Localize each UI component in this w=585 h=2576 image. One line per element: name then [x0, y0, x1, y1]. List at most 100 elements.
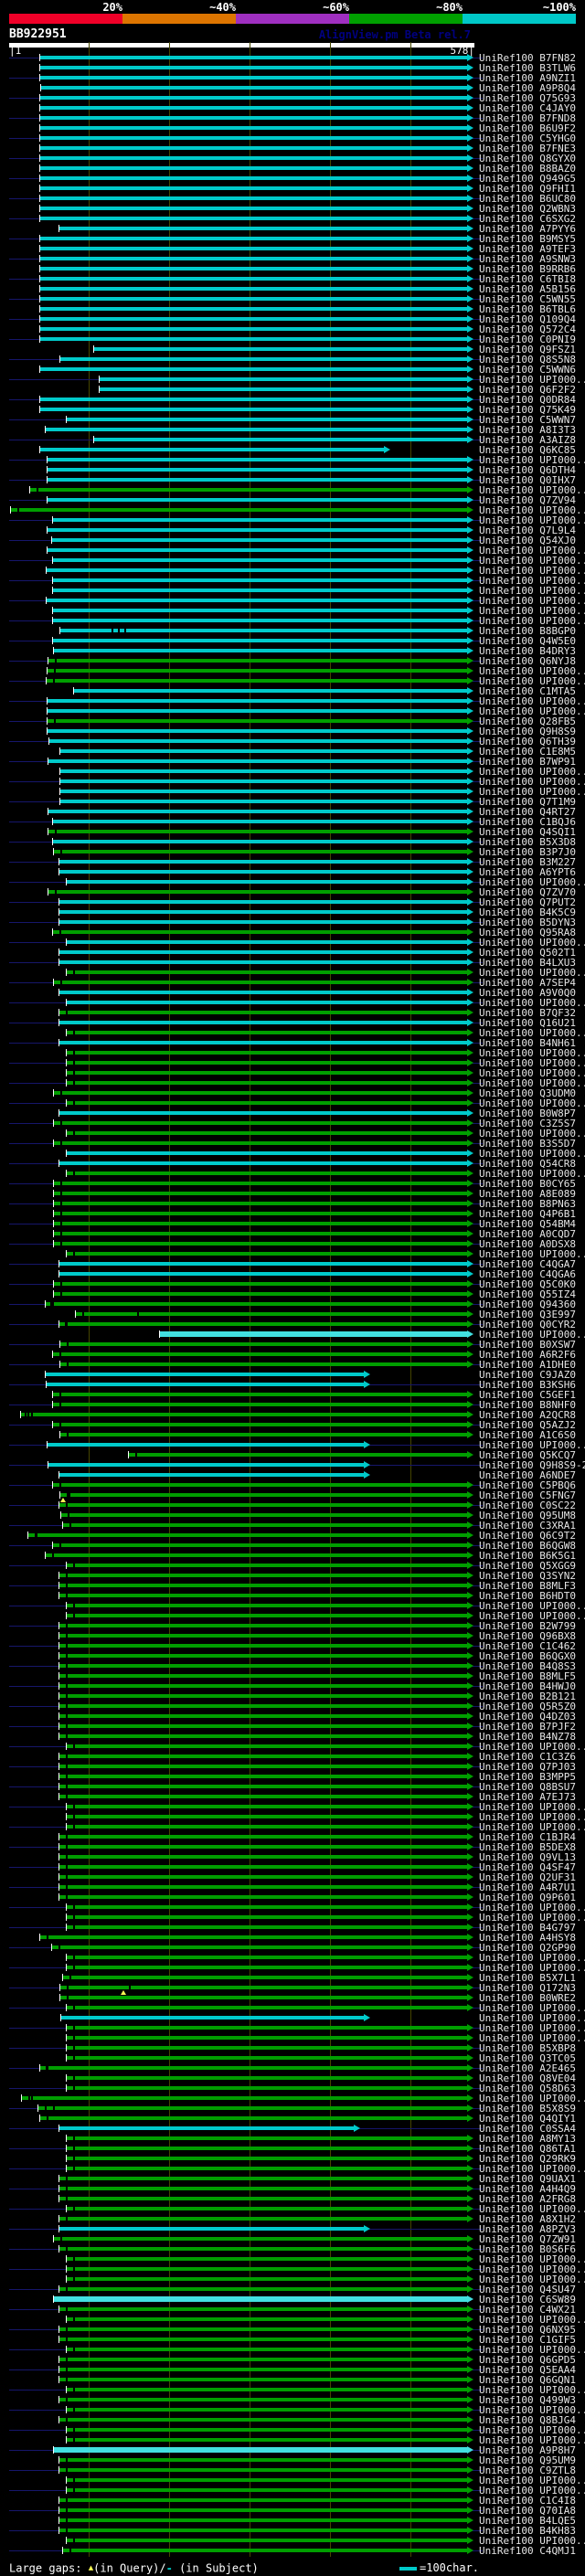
- hit-label[interactable]: UniRef100_UPI000..: [479, 676, 585, 686]
- hit-label[interactable]: UniRef100_B8BGP0: [479, 626, 576, 636]
- hit-bar[interactable]: [66, 970, 467, 974]
- hit-bar[interactable]: [51, 1945, 467, 1949]
- hit-bar[interactable]: [59, 357, 467, 361]
- hit-label[interactable]: UniRef100_C0SSA4: [479, 2124, 576, 2134]
- hit-bar[interactable]: [58, 1624, 467, 1627]
- hit-label[interactable]: UniRef100_B7FNE3: [479, 143, 576, 154]
- hit-label[interactable]: UniRef100_UPI000..: [479, 2204, 585, 2214]
- hit-bar[interactable]: [39, 207, 467, 210]
- hit-label[interactable]: UniRef100_UPI000..: [479, 877, 585, 887]
- hit-label[interactable]: UniRef100_UPI000..: [479, 2486, 585, 2496]
- hit-label[interactable]: UniRef100_B8NHF0: [479, 1400, 576, 1410]
- hit-bar[interactable]: [58, 1754, 467, 1758]
- hit-bar[interactable]: [58, 1845, 467, 1849]
- hit-label[interactable]: UniRef100_C0SC22: [479, 1500, 576, 1511]
- hit-bar[interactable]: [58, 900, 467, 904]
- hit-label[interactable]: UniRef100_Q6TH39: [479, 737, 576, 747]
- hit-label[interactable]: UniRef100_UPI000..: [479, 2405, 585, 2415]
- hit-bar[interactable]: [59, 629, 467, 632]
- hit-bar[interactable]: [66, 1252, 467, 1256]
- hit-bar[interactable]: [74, 689, 467, 693]
- hit-label[interactable]: UniRef100_A9V0Q0: [479, 988, 576, 998]
- hit-bar[interactable]: [53, 578, 467, 582]
- hit-bar[interactable]: [40, 2116, 467, 2120]
- hit-label[interactable]: UniRef100_B4K5C9: [479, 907, 576, 917]
- hit-bar[interactable]: [39, 287, 467, 291]
- hit-bar[interactable]: [59, 800, 467, 803]
- hit-bar[interactable]: [63, 1523, 467, 1527]
- hit-label[interactable]: UniRef100_Q6DTH4: [479, 465, 576, 475]
- hit-bar[interactable]: [59, 769, 467, 773]
- hit-label[interactable]: UniRef100_UPI000..: [479, 596, 585, 606]
- hit-label[interactable]: UniRef100_B4HWJ0: [479, 1681, 576, 1691]
- hit-label[interactable]: UniRef100_C0PNI9: [479, 334, 576, 345]
- hit-bar[interactable]: [39, 66, 467, 69]
- hit-label[interactable]: UniRef100_C9ZTL8: [479, 2465, 576, 2475]
- hit-label[interactable]: UniRef100_C5YHG0: [479, 133, 576, 143]
- hit-label[interactable]: UniRef100_Q0IHX7: [479, 475, 576, 485]
- hit-label[interactable]: UniRef100_UPI000..: [479, 2094, 585, 2104]
- hit-label[interactable]: UniRef100_UPI000..: [479, 2264, 585, 2274]
- hit-label[interactable]: UniRef100_Q3E997: [479, 1309, 576, 1320]
- hit-bar[interactable]: [52, 1423, 467, 1426]
- hit-bar[interactable]: [48, 890, 467, 894]
- hit-label[interactable]: UniRef100_UPI000..: [479, 1822, 585, 1832]
- hit-label[interactable]: UniRef100_Q4SF47: [479, 1862, 576, 1872]
- hit-label[interactable]: UniRef100_B0S6F6: [479, 2244, 576, 2254]
- hit-bar[interactable]: [58, 1895, 467, 1899]
- hit-bar[interactable]: [66, 1001, 467, 1004]
- hit-label[interactable]: UniRef100_Q8GYX0: [479, 154, 576, 164]
- hit-bar[interactable]: [53, 558, 467, 562]
- hit-label[interactable]: UniRef100_UPI000..: [479, 586, 585, 596]
- hit-bar[interactable]: [47, 679, 467, 683]
- hit-label[interactable]: UniRef100_Q54CR8: [479, 1159, 576, 1169]
- hit-label[interactable]: UniRef100_Q172N3: [479, 1983, 576, 1993]
- hit-bar[interactable]: [54, 1292, 467, 1296]
- hit-bar[interactable]: [54, 981, 467, 984]
- hit-bar[interactable]: [59, 1493, 467, 1497]
- hit-bar[interactable]: [48, 830, 467, 833]
- hit-bar[interactable]: [39, 367, 467, 371]
- hit-label[interactable]: UniRef100_B6UC80: [479, 194, 576, 204]
- hit-label[interactable]: UniRef100_Q8BSU7: [479, 1782, 576, 1792]
- hit-bar[interactable]: [47, 599, 467, 602]
- hit-label[interactable]: UniRef100_C3Z5S7: [479, 1118, 576, 1129]
- hit-label[interactable]: UniRef100_Q2UF31: [479, 1872, 576, 1882]
- hit-label[interactable]: UniRef100_Q9UAX1: [479, 2174, 576, 2184]
- hit-bar[interactable]: [48, 810, 467, 813]
- hit-label[interactable]: UniRef100_C1C462: [479, 1641, 576, 1651]
- hit-bar[interactable]: [61, 2016, 365, 2019]
- hit-bar[interactable]: [39, 337, 467, 341]
- hit-bar[interactable]: [39, 176, 467, 180]
- hit-bar[interactable]: [76, 1312, 467, 1316]
- hit-bar[interactable]: [48, 478, 467, 482]
- hit-label[interactable]: UniRef100_B0W8P7: [479, 1108, 576, 1118]
- hit-label[interactable]: UniRef100_UPI000..: [479, 767, 585, 777]
- hit-bar[interactable]: [48, 1463, 365, 1467]
- hit-label[interactable]: UniRef100_C4QGA7: [479, 1259, 576, 1269]
- hit-bar[interactable]: [66, 2006, 467, 2009]
- hit-label[interactable]: UniRef100_A8PZV3: [479, 2224, 576, 2234]
- hit-label[interactable]: UniRef100_UPI000..: [479, 1058, 585, 1068]
- hit-label[interactable]: UniRef100_Q96BX8: [479, 1631, 576, 1641]
- hit-bar[interactable]: [54, 1202, 467, 1205]
- hit-bar[interactable]: [53, 518, 467, 522]
- hit-bar[interactable]: [66, 2438, 467, 2442]
- hit-bar[interactable]: [54, 1192, 467, 1195]
- hit-bar[interactable]: [58, 2126, 354, 2130]
- hit-label[interactable]: UniRef100_B4NZ78: [479, 1732, 576, 1742]
- hit-bar[interactable]: [58, 1111, 467, 1115]
- hit-label[interactable]: UniRef100_UPI000..: [479, 1601, 585, 1611]
- hit-label[interactable]: UniRef100_B6TBL6: [479, 304, 576, 314]
- hit-label[interactable]: UniRef100_Q6KC85: [479, 445, 576, 455]
- hit-bar[interactable]: [58, 2227, 365, 2231]
- hit-bar[interactable]: [39, 156, 467, 160]
- hit-label[interactable]: UniRef100_UPI000..: [479, 938, 585, 948]
- hit-label[interactable]: UniRef100_B4NH61: [479, 1038, 576, 1048]
- hit-bar[interactable]: [66, 1564, 467, 1567]
- hit-label[interactable]: UniRef100_Q7ZV94: [479, 495, 576, 505]
- hit-bar[interactable]: [58, 2247, 467, 2251]
- hit-bar[interactable]: [58, 1503, 467, 1507]
- hit-label[interactable]: UniRef100_C5WWN6: [479, 365, 576, 375]
- hit-label[interactable]: UniRef100_B6HDT0: [479, 1591, 576, 1601]
